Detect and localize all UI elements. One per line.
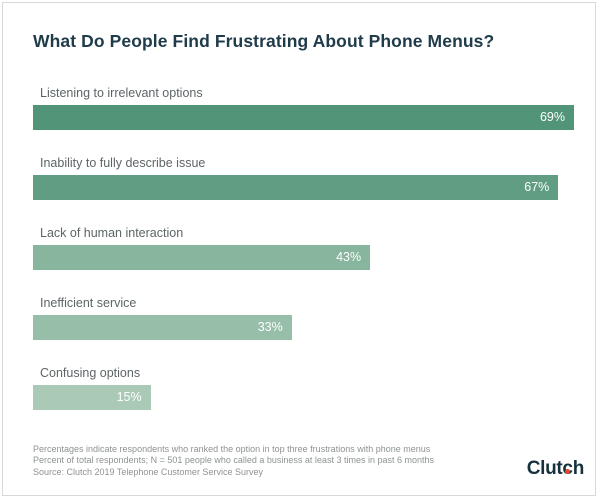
- bar: 15%: [33, 385, 151, 410]
- bar-value: 15%: [116, 390, 142, 404]
- bar-row: Confusing options 15%: [33, 366, 574, 410]
- bar-label: Listening to irrelevant options: [40, 86, 203, 100]
- bar-label: Lack of human interaction: [40, 226, 184, 240]
- bar-chart: Listening to irrelevant options 69% Inab…: [33, 86, 574, 410]
- bar-label: Confusing options: [40, 366, 141, 380]
- bar-row: Listening to irrelevant options 69%: [33, 86, 574, 130]
- clutch-logo: Clutch: [526, 458, 585, 480]
- bar: 43%: [33, 245, 371, 270]
- bar: 33%: [33, 315, 292, 340]
- bar-row: Inefficient service 33%: [33, 296, 574, 340]
- footnote-line: Percentages indicate respondents who ran…: [33, 444, 431, 455]
- bar-row: Lack of human interaction 43%: [33, 226, 574, 270]
- bar-value: 69%: [539, 110, 565, 124]
- logo-red-dot: [565, 469, 570, 474]
- chart-title: What Do People Find Frustrating About Ph…: [33, 31, 495, 51]
- footnotes: Percentages indicate respondents who ran…: [33, 444, 434, 478]
- logo-text: Clutch: [526, 458, 585, 479]
- bar-value: 67%: [524, 180, 550, 194]
- bar-value: 33%: [257, 320, 283, 334]
- bar: 69%: [33, 105, 574, 130]
- bar-label: Inefficient service: [40, 296, 137, 310]
- bar-row: Inability to fully describe issue 67%: [33, 156, 574, 200]
- bar-value: 43%: [336, 250, 362, 264]
- bar: 67%: [33, 175, 559, 200]
- bar-label: Inability to fully describe issue: [40, 156, 206, 170]
- footnote-line: Percent of total respondents; N = 501 pe…: [33, 455, 434, 466]
- footnote-line: Source: Clutch 2019 Telephone Customer S…: [33, 466, 263, 477]
